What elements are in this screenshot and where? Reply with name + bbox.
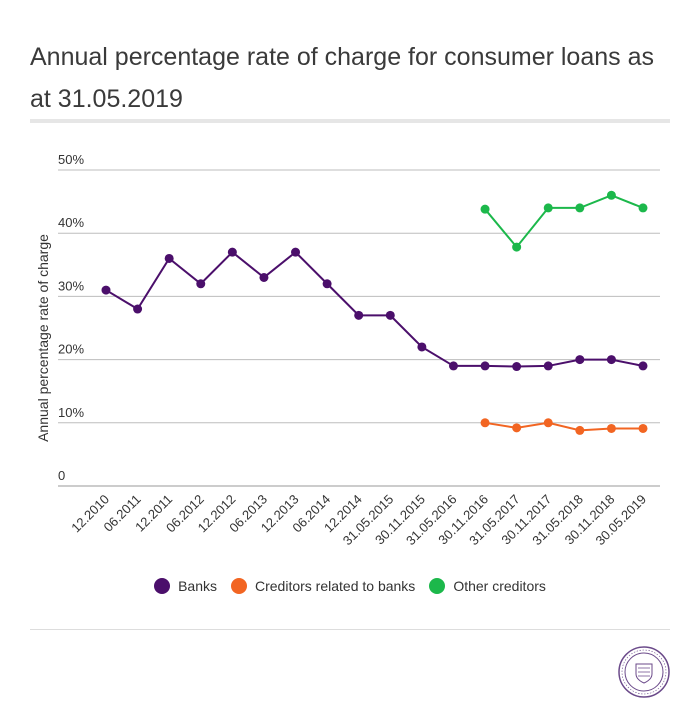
data-point	[606, 190, 616, 200]
data-point	[575, 355, 585, 365]
data-point	[354, 310, 364, 320]
legend-label: Creditors related to banks	[255, 578, 416, 594]
y-tick-label: 10%	[58, 405, 84, 420]
data-point	[385, 310, 395, 320]
data-point	[543, 418, 553, 428]
data-point	[101, 285, 111, 295]
y-tick-labels: 0 10% 20% 30% 40% 50%	[58, 152, 84, 483]
y-tick-label: 40%	[58, 215, 84, 230]
data-point	[543, 203, 553, 213]
series-line	[484, 421, 643, 432]
data-point	[133, 304, 143, 314]
data-point	[606, 423, 616, 433]
data-point	[512, 362, 522, 372]
x-tick-labels: 12.201006.201112.201106.201212.201206.20…	[68, 492, 649, 549]
series-line	[484, 194, 644, 249]
legend-label: Other creditors	[453, 578, 546, 594]
data-point	[480, 361, 490, 371]
legend: Banks Creditors related to banks Other cre…	[0, 578, 700, 594]
title-divider	[30, 119, 670, 123]
footer-divider	[30, 629, 670, 630]
data-point	[480, 204, 490, 214]
data-point	[196, 279, 206, 289]
series-group	[101, 190, 648, 435]
line-chart: 0 10% 20% 30% 40% 50% Annual percentage rate …	[35, 152, 660, 549]
legend-item: Creditors related to banks	[231, 578, 415, 594]
chart-title: Annual percentage rate of charge for con…	[30, 43, 654, 113]
series-line	[105, 250, 644, 368]
legend-item: Banks	[154, 578, 217, 594]
data-point	[164, 253, 174, 263]
data-point	[575, 425, 585, 435]
data-point	[575, 203, 585, 213]
data-point	[448, 361, 458, 371]
y-axis-label: Annual percentage rate of charge	[35, 234, 51, 442]
legend-item: Other creditors	[429, 578, 546, 594]
data-point	[322, 279, 332, 289]
seal-logo	[618, 646, 670, 698]
data-point	[543, 361, 553, 371]
data-point	[606, 355, 616, 365]
data-point	[638, 361, 648, 371]
data-point	[291, 247, 301, 257]
grid-lines	[58, 169, 660, 487]
data-point	[512, 242, 522, 252]
y-tick-label: 30%	[58, 278, 84, 293]
y-tick-label: 0	[58, 468, 65, 483]
legend-marker	[231, 578, 247, 594]
data-point	[638, 203, 648, 213]
data-point	[512, 423, 522, 433]
y-tick-label: 50%	[58, 152, 84, 167]
legend-marker	[429, 578, 446, 594]
data-point	[259, 272, 269, 282]
y-tick-label: 20%	[58, 342, 84, 357]
legend-label: Banks	[178, 578, 217, 594]
data-point	[480, 418, 490, 428]
legend-marker	[154, 578, 171, 594]
data-point	[227, 247, 237, 257]
data-point	[638, 423, 648, 433]
data-point	[417, 342, 427, 352]
